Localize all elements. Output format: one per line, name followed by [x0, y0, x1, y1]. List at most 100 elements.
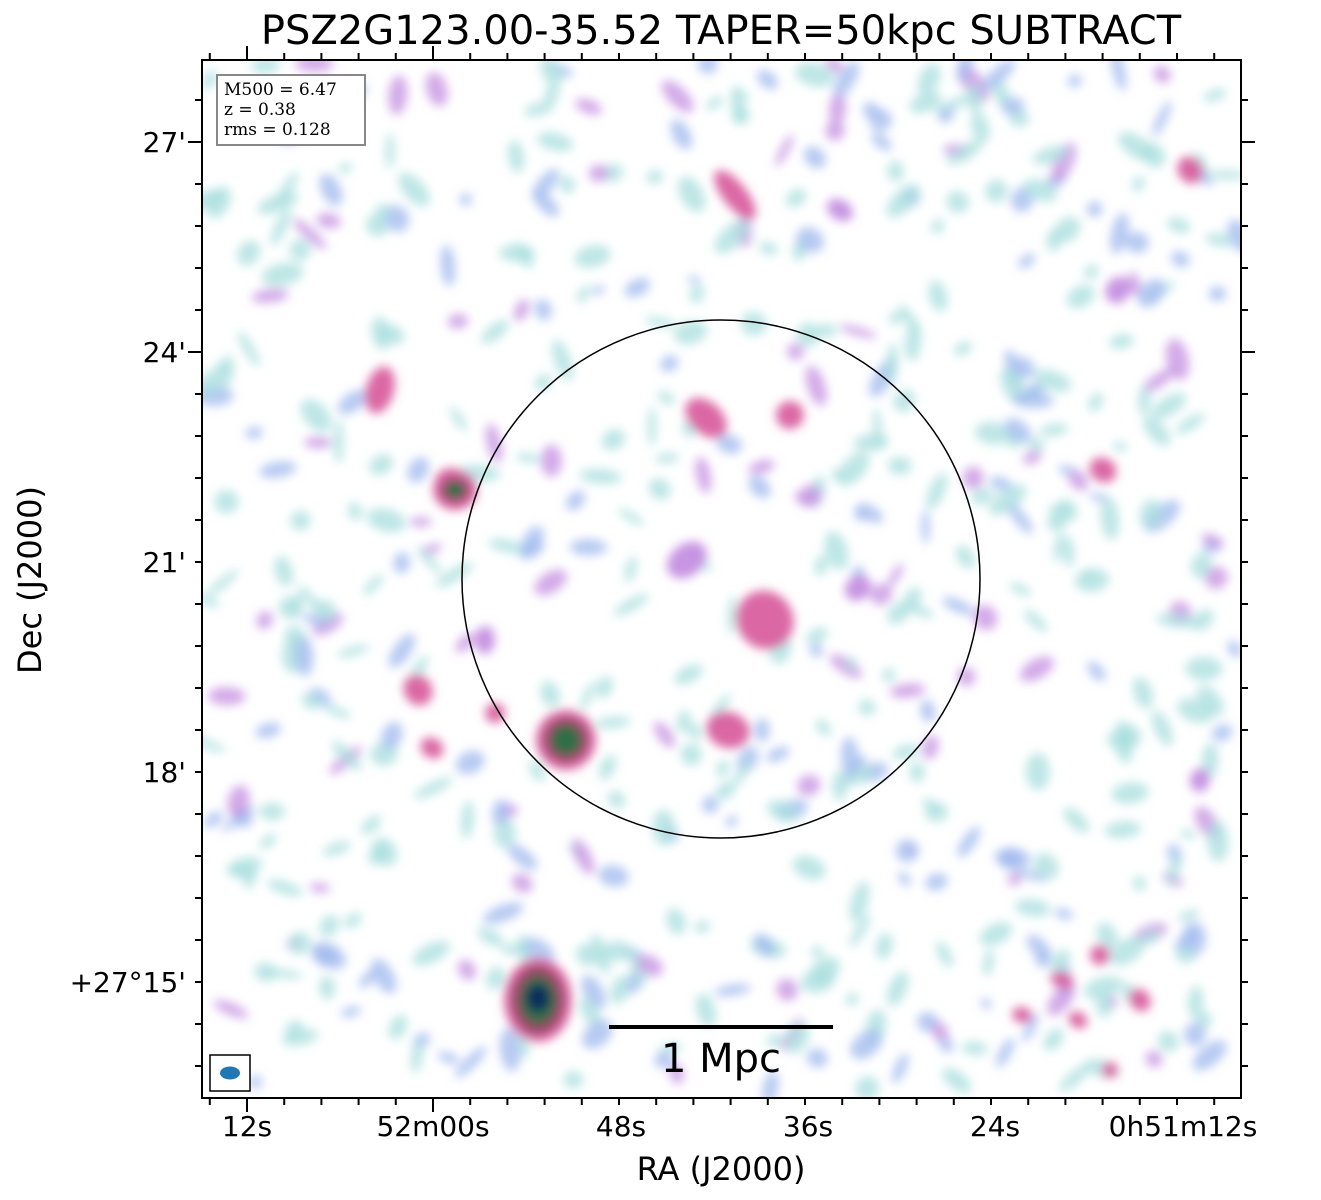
emission-blob — [513, 299, 530, 322]
emission-blob — [853, 433, 889, 452]
emission-blob — [237, 331, 260, 367]
emission-blob — [753, 933, 775, 957]
emission-blob — [886, 971, 909, 1007]
emission-blob — [1152, 100, 1172, 137]
emission-blob — [902, 587, 922, 612]
emission-blob — [1205, 233, 1233, 247]
emission-blob — [559, 175, 576, 193]
emission-blob — [828, 93, 847, 125]
emission-blob — [989, 476, 1012, 491]
x-tick-label: 48s — [595, 1110, 647, 1143]
emission-blob — [1141, 367, 1176, 393]
emission-blob — [936, 941, 953, 968]
emission-blob — [323, 704, 351, 719]
emission-blob — [1190, 552, 1213, 579]
emission-blob — [1187, 985, 1204, 1019]
emission-blob — [263, 968, 303, 979]
emission-blob — [1105, 276, 1131, 304]
emission-blob — [756, 69, 778, 90]
emission-blob — [331, 741, 362, 771]
emission-blob — [242, 870, 256, 889]
emission-blob — [319, 173, 343, 206]
emission-blob — [1157, 1031, 1179, 1052]
emission-blob — [1012, 391, 1054, 409]
x-tick-label: 52m00s — [376, 1110, 490, 1143]
emission-blob — [845, 656, 857, 671]
emission-blob — [680, 743, 702, 766]
emission-blob — [447, 313, 469, 329]
emission-blob — [1004, 418, 1032, 443]
emission-blob — [1095, 993, 1113, 1018]
emission-blob — [1201, 533, 1224, 548]
emission-blob — [1141, 142, 1166, 168]
emission-blob — [270, 208, 291, 246]
emission-blob — [967, 83, 982, 115]
emission-blob — [888, 311, 904, 325]
emission-blob — [825, 120, 845, 141]
emission-blob — [293, 218, 327, 250]
emission-blob — [572, 838, 595, 875]
y-tick-label: +27°15' — [69, 966, 186, 999]
emission-blob — [1178, 909, 1200, 922]
emission-blob — [450, 406, 467, 432]
x-tick-label: 0h51m12s — [1108, 1110, 1258, 1143]
redshift-label: z = 0.38 — [224, 100, 296, 120]
emission-blob — [409, 517, 432, 527]
emission-blob — [862, 102, 879, 118]
emission-blob — [889, 683, 926, 698]
emission-blob — [455, 750, 485, 775]
emission-blob — [457, 959, 477, 981]
emission-blob — [925, 873, 948, 891]
emission-blob — [322, 841, 351, 857]
emission-blob — [337, 644, 370, 658]
emission-blob — [1026, 934, 1052, 961]
emission-blob — [1009, 583, 1032, 596]
emission-blob — [871, 132, 892, 151]
emission-blob — [785, 1022, 810, 1054]
emission-blob — [256, 611, 273, 630]
emission-blob — [540, 680, 560, 708]
emission-blob — [669, 1063, 684, 1085]
emission-blob — [1208, 170, 1241, 180]
emission-blob — [1053, 531, 1064, 563]
emission-blob — [766, 746, 790, 763]
emission-blob — [1177, 156, 1203, 184]
emission-blob — [882, 668, 896, 683]
emission-blob — [955, 545, 975, 569]
emission-blob — [316, 212, 341, 229]
emission-blob — [660, 355, 679, 372]
emission-blob — [1033, 852, 1059, 880]
emission-blob — [1205, 566, 1228, 590]
emission-blob — [1054, 908, 1074, 920]
emission-blob — [766, 1033, 783, 1047]
emission-blob — [716, 434, 743, 454]
emission-blob — [251, 60, 281, 74]
emission-blob — [536, 132, 574, 152]
emission-blob — [1089, 492, 1108, 502]
emission-blob — [1027, 438, 1045, 451]
emission-blob — [343, 912, 362, 929]
emission-blob — [1068, 1011, 1088, 1029]
emission-blob — [674, 320, 708, 345]
emission-blob — [1087, 661, 1106, 682]
emission-blob — [227, 785, 250, 818]
emission-blob — [942, 1067, 972, 1093]
emission-blob — [685, 397, 727, 439]
emission-blob — [1025, 752, 1050, 791]
emission-blob — [766, 800, 799, 822]
emission-blob — [1104, 821, 1142, 839]
emission-blob — [602, 941, 633, 962]
emission-blob — [715, 782, 735, 800]
emission-blob — [1096, 922, 1118, 949]
emission-blob — [388, 75, 408, 115]
emission-blob — [1090, 945, 1110, 965]
emission-blob — [540, 60, 563, 86]
emission-blob — [607, 790, 626, 809]
emission-blob — [1202, 742, 1219, 777]
emission-blob — [460, 800, 474, 839]
emission-blob — [826, 198, 854, 222]
emission-blob — [989, 484, 1027, 516]
emission-blob — [1155, 613, 1198, 628]
emission-blob — [499, 244, 536, 262]
emission-blob — [295, 636, 314, 677]
